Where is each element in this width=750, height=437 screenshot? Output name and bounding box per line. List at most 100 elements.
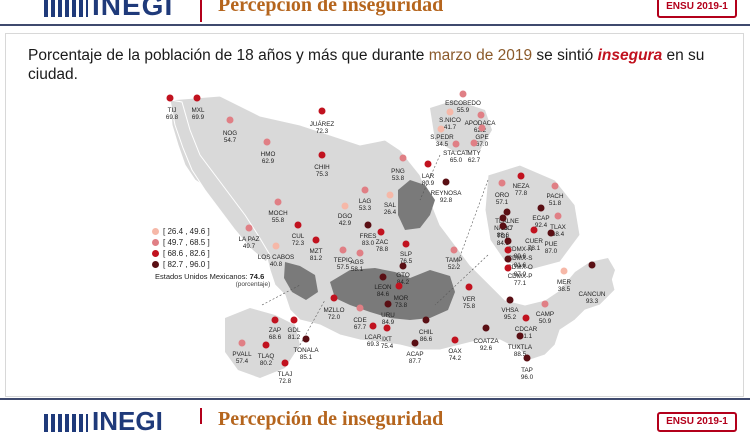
city-value: 88.7 bbox=[500, 225, 514, 232]
city-name: ZAC bbox=[375, 239, 389, 246]
city-name: TLALNE bbox=[495, 218, 519, 225]
city-marker-icon bbox=[364, 221, 372, 229]
city-value: 40.8 bbox=[269, 261, 283, 268]
city-value: 75.3 bbox=[315, 171, 329, 178]
city-value: 83.0 bbox=[361, 240, 375, 247]
city-value: 57.1 bbox=[495, 199, 509, 206]
logo-bars-icon bbox=[44, 0, 88, 17]
footer-divider bbox=[200, 408, 202, 424]
city-value: 73.8 bbox=[394, 302, 408, 309]
city-name: PUE bbox=[544, 241, 558, 248]
city-marker-icon bbox=[499, 214, 507, 222]
city-label: LOS CABOS 40.8 bbox=[258, 254, 294, 268]
city-marker-icon bbox=[399, 154, 407, 162]
city-value: 42.9 bbox=[338, 220, 352, 227]
city-name: TEPIC bbox=[333, 257, 353, 264]
city-marker-icon bbox=[541, 300, 549, 308]
city-marker-icon bbox=[339, 246, 347, 254]
city-marker-icon bbox=[554, 212, 562, 220]
city-marker-icon bbox=[504, 255, 512, 263]
city-marker-icon bbox=[271, 316, 279, 324]
city-marker-icon bbox=[499, 222, 507, 230]
city-label: AGS 58.1 bbox=[350, 259, 363, 273]
legend-swatch-icon bbox=[152, 228, 159, 235]
city-name: CDMX-O bbox=[507, 264, 533, 271]
city-label: HMO 62.9 bbox=[261, 151, 276, 165]
city-name: CANCUN bbox=[578, 291, 606, 298]
city-label: MZT 81.2 bbox=[310, 248, 323, 262]
city-label: TLAJ 72.8 bbox=[278, 371, 293, 385]
city-name: SAL bbox=[384, 202, 396, 209]
city-marker-icon bbox=[274, 198, 282, 206]
city-label: ZAC 78.8 bbox=[376, 239, 389, 253]
city-marker-icon bbox=[384, 300, 392, 308]
legend-label: [ 82.7 , 96.0 ] bbox=[163, 260, 210, 269]
city-value: 80.2 bbox=[259, 360, 273, 367]
city-value: 50.9 bbox=[538, 318, 552, 325]
city-value: 71.1 bbox=[519, 333, 533, 340]
city-name: MER bbox=[557, 279, 571, 286]
yucatan-shape bbox=[560, 258, 615, 290]
city-name: TLAX bbox=[550, 224, 566, 231]
city-value: 85.1 bbox=[299, 354, 313, 361]
city-marker-icon bbox=[442, 178, 450, 186]
city-value: 49.7 bbox=[242, 243, 256, 250]
national-number: 74.6 bbox=[249, 272, 265, 281]
city-name: GPE bbox=[475, 134, 489, 141]
city-name: ZAP bbox=[268, 327, 282, 334]
city-marker-icon bbox=[517, 172, 525, 180]
city-name: CDCAR bbox=[514, 326, 538, 333]
city-label: CUER 78.1 bbox=[525, 238, 543, 252]
city-label: LCAR 69.3 bbox=[365, 334, 382, 348]
city-marker-icon bbox=[402, 240, 410, 248]
city-label: REYNOSA 92.8 bbox=[431, 190, 462, 204]
city-label: LEON 84.6 bbox=[374, 284, 391, 298]
mexico-map bbox=[169, 95, 616, 378]
city-name: GTO bbox=[396, 272, 410, 279]
city-marker-icon bbox=[446, 108, 454, 116]
legend-row: [ 68.6 , 82.6 ] bbox=[152, 248, 210, 259]
city-name: SLP bbox=[400, 251, 412, 258]
city-marker-icon bbox=[272, 242, 280, 250]
city-marker-icon bbox=[504, 264, 512, 272]
city-name: CDE bbox=[353, 317, 367, 324]
city-label: SLP 76.5 bbox=[400, 251, 412, 265]
city-name: MZLLO bbox=[323, 307, 345, 314]
city-label: S.NICO 41.7 bbox=[439, 117, 461, 131]
footer-badge: ENSU 2019-1 bbox=[657, 412, 737, 432]
city-value: 53.3 bbox=[358, 205, 372, 212]
city-value: 67.0 bbox=[475, 141, 489, 148]
city-name: DGO bbox=[337, 213, 353, 220]
city-name: CDMX-N bbox=[507, 246, 533, 253]
city-label: JUÁREZ 72.3 bbox=[310, 121, 335, 135]
city-label: CANCUN 93.3 bbox=[579, 291, 606, 305]
city-label: PVALL 57.4 bbox=[232, 351, 251, 365]
city-name: TAP bbox=[521, 367, 533, 374]
city-value: 55.9 bbox=[456, 107, 470, 114]
city-marker-icon bbox=[465, 283, 473, 291]
city-value: 69.8 bbox=[165, 114, 179, 121]
city-label: CHIL 86.6 bbox=[419, 329, 433, 343]
city-label: CDCAR 71.1 bbox=[515, 326, 537, 340]
city-name: TIJ bbox=[167, 107, 177, 114]
city-name: CDMX-P bbox=[507, 273, 533, 280]
city-value: 80.9 bbox=[421, 180, 435, 187]
city-name: TLAQ bbox=[257, 353, 275, 360]
city-name: LA PAZ bbox=[238, 236, 260, 243]
city-label: URU 84.9 bbox=[381, 312, 395, 326]
city-name: PACH bbox=[546, 193, 564, 200]
city-marker-icon bbox=[356, 304, 364, 312]
legend-label: [ 68.6 , 82.6 ] bbox=[163, 249, 210, 258]
city-value: 58.1 bbox=[350, 266, 364, 273]
city-marker-icon bbox=[498, 179, 506, 187]
city-name: HMO bbox=[260, 151, 276, 158]
city-label: TLAX 68.4 bbox=[550, 224, 566, 238]
city-marker-icon bbox=[312, 236, 320, 244]
city-value: 57.5 bbox=[336, 264, 350, 271]
city-value: 84.9 bbox=[381, 319, 395, 326]
footer-title: Percepción de inseguridad bbox=[218, 408, 444, 430]
city-name: GDL bbox=[287, 327, 301, 334]
city-value: 38.5 bbox=[557, 286, 571, 293]
city-marker-icon bbox=[450, 246, 458, 254]
city-value: 92.6 bbox=[479, 345, 493, 352]
